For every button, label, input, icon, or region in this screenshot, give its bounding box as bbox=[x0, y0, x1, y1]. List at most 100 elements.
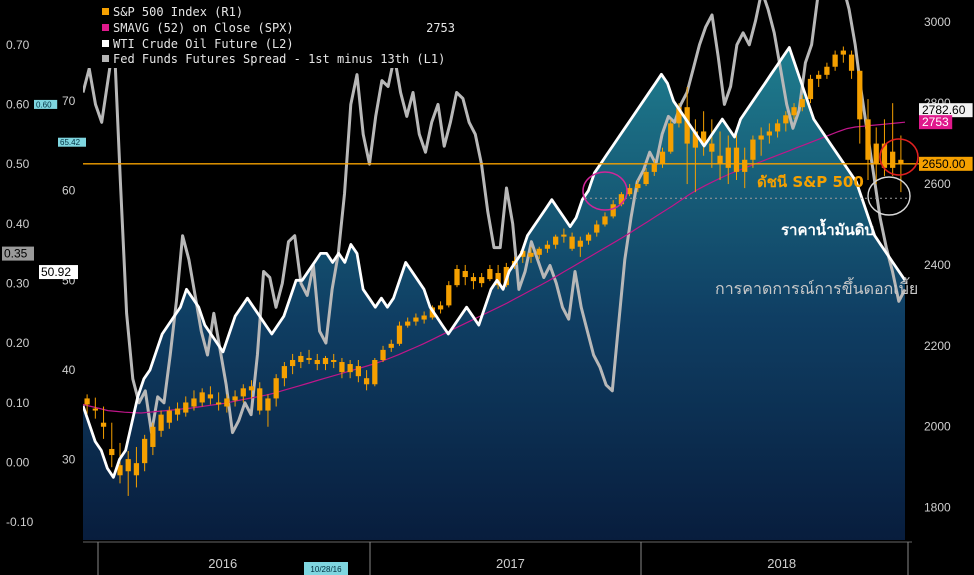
candle-body bbox=[273, 378, 279, 399]
candle-body bbox=[643, 171, 649, 185]
candle-body bbox=[109, 448, 115, 456]
legend-background bbox=[88, 2, 460, 68]
left2-tick-label: 70 bbox=[62, 94, 76, 108]
candle-body bbox=[207, 394, 214, 399]
annotation-rate-expectation: การคาดการณ์การขึ้นดอกเบี้ย bbox=[715, 277, 918, 298]
candle-body bbox=[405, 321, 411, 326]
sp500-candles bbox=[84, 46, 904, 496]
candle-body bbox=[692, 131, 699, 148]
right-tick-label: 3000 bbox=[924, 15, 951, 29]
left-tag-value: 0.60 bbox=[36, 100, 52, 109]
candle-body bbox=[742, 159, 748, 172]
candle-body bbox=[774, 123, 781, 132]
candle-body bbox=[544, 244, 551, 249]
candle-body bbox=[289, 360, 296, 367]
candle-body bbox=[717, 155, 723, 164]
candle-body bbox=[150, 426, 156, 447]
left-tag-value: 50.92 bbox=[41, 265, 71, 279]
candle-body bbox=[92, 408, 98, 411]
candle-body bbox=[594, 224, 600, 233]
candle-body bbox=[479, 277, 485, 284]
candle-body bbox=[142, 438, 148, 464]
candle-body bbox=[372, 360, 378, 385]
x-tick-label: 2018 bbox=[767, 556, 796, 571]
candle-body bbox=[832, 54, 838, 67]
candle-body bbox=[257, 388, 263, 411]
candle-body bbox=[873, 143, 879, 164]
candle-body bbox=[100, 422, 107, 427]
right-tick-label: 2200 bbox=[924, 339, 951, 353]
candle-body bbox=[495, 273, 501, 286]
candle-body bbox=[626, 188, 633, 195]
candle-body bbox=[635, 184, 641, 189]
right-tick-label: 1800 bbox=[924, 501, 951, 515]
candle-body bbox=[281, 366, 288, 379]
x-tick-label: 2017 bbox=[496, 556, 525, 571]
legend-label-wti: WTI Crude Oil Future (L2) bbox=[113, 37, 294, 51]
x-axis-ticks: 2016 2017 2018 bbox=[208, 556, 796, 571]
left2-tick-label: 40 bbox=[62, 363, 76, 377]
candle-body bbox=[865, 119, 871, 160]
candle-body bbox=[314, 360, 320, 365]
candle-body bbox=[446, 285, 452, 306]
candle-body bbox=[298, 355, 304, 363]
candle-body bbox=[561, 234, 567, 237]
candle-body bbox=[684, 107, 690, 144]
candle-body bbox=[816, 74, 822, 79]
right-tick-label: 2400 bbox=[924, 258, 951, 272]
plot-area bbox=[83, 0, 907, 540]
right-tag-box bbox=[919, 115, 953, 130]
candle-body bbox=[520, 250, 526, 257]
candle-body bbox=[117, 465, 123, 476]
left-axis-tags: 0.35 50.92 0.60 65.42 bbox=[2, 99, 86, 280]
candle-body bbox=[224, 398, 230, 407]
candle-body bbox=[577, 240, 583, 247]
left1-tick-label: 0.30 bbox=[6, 276, 30, 290]
right-tag-value: 2650.00 bbox=[922, 157, 966, 171]
left1-tick-label: 0.70 bbox=[6, 38, 30, 52]
right-tick-label: 2600 bbox=[924, 177, 951, 191]
right-tag-value: 2753 bbox=[922, 115, 949, 129]
right-tag-box bbox=[919, 156, 973, 171]
annotation-sp500: ดัชนี S&P 500 bbox=[757, 173, 864, 191]
left-tag-box bbox=[39, 265, 78, 280]
right-tag-value: 2782.60 bbox=[922, 103, 966, 117]
candle-body bbox=[487, 268, 493, 280]
right-tag-box bbox=[919, 103, 973, 118]
candle-body bbox=[569, 236, 575, 249]
candle-body bbox=[848, 54, 855, 71]
left2-tick-label: 60 bbox=[62, 184, 76, 198]
candle-body bbox=[659, 151, 666, 164]
left-tag-box bbox=[2, 246, 34, 261]
legend-swatch-sp500 bbox=[102, 8, 109, 15]
candle-body bbox=[166, 410, 172, 423]
candle-body bbox=[331, 360, 337, 363]
candle-body bbox=[898, 159, 904, 164]
candle-body bbox=[470, 277, 477, 282]
left-tag-box bbox=[34, 99, 58, 109]
left1-tick-label: 0.40 bbox=[6, 217, 30, 231]
x-tick-label: 2016 bbox=[208, 556, 237, 571]
candle-body bbox=[700, 131, 707, 144]
oil-current-circle bbox=[867, 176, 911, 216]
candle-body bbox=[396, 325, 403, 344]
candle-body bbox=[783, 115, 789, 124]
candle-body bbox=[807, 78, 814, 100]
legend-swatch-wti bbox=[102, 40, 109, 47]
candle-body bbox=[766, 131, 773, 136]
left1-tick-label: 0.50 bbox=[6, 157, 30, 171]
candle-body bbox=[232, 396, 238, 401]
date-tag-box bbox=[304, 562, 348, 575]
wti-area-fill bbox=[83, 47, 905, 540]
left2-tick-label: 30 bbox=[62, 452, 76, 466]
candle-body bbox=[676, 107, 682, 124]
candle-body bbox=[857, 70, 863, 120]
candle-body bbox=[421, 315, 427, 320]
left1-tick-label: 0.20 bbox=[6, 336, 30, 350]
left1-axis-ticks: 0.70 0.60 0.50 0.40 0.30 0.20 0.10 0.00 -0.10 bbox=[6, 38, 34, 529]
left-tag-value: 65.42 bbox=[60, 138, 81, 147]
candle-body bbox=[791, 107, 797, 116]
